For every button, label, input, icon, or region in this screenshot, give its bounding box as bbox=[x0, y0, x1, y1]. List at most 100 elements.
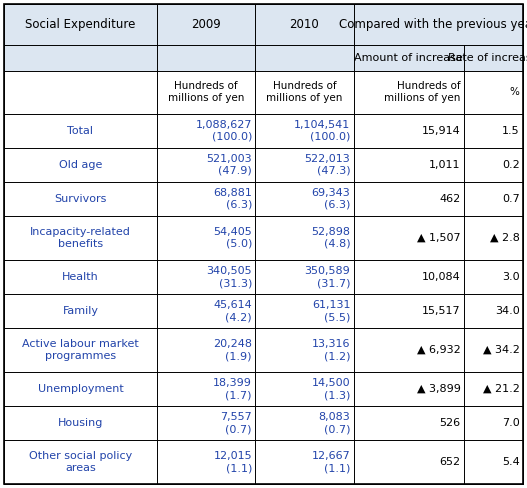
Text: 7.0: 7.0 bbox=[502, 418, 520, 428]
Bar bbox=[464, 45, 523, 71]
Text: 0.2: 0.2 bbox=[502, 160, 520, 170]
Text: Unemployment: Unemployment bbox=[37, 384, 123, 394]
Bar bbox=[255, 328, 354, 372]
Text: 54,405
(5.0): 54,405 (5.0) bbox=[213, 226, 252, 249]
Bar bbox=[354, 328, 464, 372]
Text: 8,083
(0.7): 8,083 (0.7) bbox=[319, 412, 350, 434]
Text: 2010: 2010 bbox=[289, 18, 319, 31]
Bar bbox=[464, 4, 523, 45]
Text: Incapacity-related
benefits: Incapacity-related benefits bbox=[30, 226, 131, 249]
Bar bbox=[255, 45, 354, 71]
Bar bbox=[354, 440, 464, 484]
Bar bbox=[255, 372, 354, 406]
Text: 15,914: 15,914 bbox=[422, 126, 461, 136]
Bar bbox=[354, 4, 464, 45]
Bar bbox=[354, 294, 464, 328]
Bar bbox=[354, 148, 464, 182]
Bar bbox=[354, 372, 464, 406]
Bar bbox=[4, 372, 157, 406]
Text: 45,614
(4.2): 45,614 (4.2) bbox=[213, 300, 252, 322]
Text: 462: 462 bbox=[440, 194, 461, 203]
Bar bbox=[464, 372, 523, 406]
Bar bbox=[255, 216, 354, 260]
Bar bbox=[157, 294, 255, 328]
Bar bbox=[354, 182, 464, 216]
Text: ▲ 1,507: ▲ 1,507 bbox=[417, 233, 461, 243]
Bar bbox=[157, 372, 255, 406]
Bar bbox=[464, 71, 523, 114]
Bar bbox=[4, 440, 157, 484]
Bar bbox=[157, 148, 255, 182]
Text: 1,104,541
(100.0): 1,104,541 (100.0) bbox=[294, 120, 350, 142]
Text: 15,517: 15,517 bbox=[422, 306, 461, 316]
Bar bbox=[464, 114, 523, 148]
Text: 652: 652 bbox=[440, 457, 461, 467]
Text: 521,003
(47.9): 521,003 (47.9) bbox=[207, 154, 252, 176]
Bar bbox=[4, 328, 157, 372]
Text: %: % bbox=[510, 87, 520, 97]
Bar bbox=[255, 114, 354, 148]
Text: 34.0: 34.0 bbox=[495, 306, 520, 316]
Bar bbox=[157, 328, 255, 372]
Text: ▲ 21.2: ▲ 21.2 bbox=[483, 384, 520, 394]
Text: Active labour market
programmes: Active labour market programmes bbox=[22, 339, 139, 361]
Text: 20,248
(1.9): 20,248 (1.9) bbox=[213, 339, 252, 361]
Bar bbox=[255, 4, 354, 45]
Text: 12,015
(1.1): 12,015 (1.1) bbox=[213, 451, 252, 473]
Text: Hundreds of
millions of yen: Hundreds of millions of yen bbox=[168, 81, 244, 103]
Text: Family: Family bbox=[63, 306, 99, 316]
Text: 0.7: 0.7 bbox=[502, 194, 520, 203]
Bar bbox=[157, 216, 255, 260]
Text: 52,898
(4.8): 52,898 (4.8) bbox=[311, 226, 350, 249]
Bar bbox=[4, 182, 157, 216]
Text: Compared with the previous year: Compared with the previous year bbox=[339, 18, 527, 31]
Text: Old age: Old age bbox=[59, 160, 102, 170]
Bar bbox=[157, 440, 255, 484]
Text: 350,589
(31.7): 350,589 (31.7) bbox=[305, 265, 350, 288]
Text: Rate of increase: Rate of increase bbox=[448, 53, 527, 63]
Bar bbox=[4, 294, 157, 328]
Bar bbox=[4, 216, 157, 260]
Bar bbox=[255, 148, 354, 182]
Bar bbox=[354, 216, 464, 260]
Bar bbox=[464, 260, 523, 294]
Text: 12,667
(1.1): 12,667 (1.1) bbox=[311, 451, 350, 473]
Text: ▲ 2.8: ▲ 2.8 bbox=[490, 233, 520, 243]
Bar bbox=[464, 216, 523, 260]
Text: ▲ 6,932: ▲ 6,932 bbox=[417, 345, 461, 355]
Bar bbox=[157, 260, 255, 294]
Text: Social Expenditure: Social Expenditure bbox=[25, 18, 135, 31]
Bar bbox=[464, 148, 523, 182]
Bar bbox=[255, 440, 354, 484]
Bar bbox=[4, 45, 157, 71]
Bar bbox=[157, 114, 255, 148]
Text: 68,881
(6.3): 68,881 (6.3) bbox=[213, 187, 252, 210]
Text: 13,316
(1.2): 13,316 (1.2) bbox=[312, 339, 350, 361]
Bar bbox=[354, 406, 464, 440]
Text: Total: Total bbox=[67, 126, 93, 136]
Text: 526: 526 bbox=[440, 418, 461, 428]
Text: 14,500
(1.3): 14,500 (1.3) bbox=[312, 378, 350, 400]
Text: Housing: Housing bbox=[58, 418, 103, 428]
Text: 3.0: 3.0 bbox=[502, 272, 520, 282]
Text: 340,505
(31.3): 340,505 (31.3) bbox=[207, 265, 252, 288]
Text: 1,011: 1,011 bbox=[429, 160, 461, 170]
Bar bbox=[464, 440, 523, 484]
Bar bbox=[157, 182, 255, 216]
Bar bbox=[354, 114, 464, 148]
Bar bbox=[4, 71, 157, 114]
Text: 61,131
(5.5): 61,131 (5.5) bbox=[312, 300, 350, 322]
Bar bbox=[4, 4, 157, 45]
Text: 69,343
(6.3): 69,343 (6.3) bbox=[311, 187, 350, 210]
Bar bbox=[354, 45, 464, 71]
Text: 1.5: 1.5 bbox=[502, 126, 520, 136]
Text: Health: Health bbox=[62, 272, 99, 282]
Text: Hundreds of
millions of yen: Hundreds of millions of yen bbox=[384, 81, 461, 103]
Bar bbox=[354, 260, 464, 294]
Bar bbox=[157, 45, 255, 71]
Bar bbox=[4, 114, 157, 148]
Bar bbox=[464, 182, 523, 216]
Text: 522,013
(47.3): 522,013 (47.3) bbox=[305, 154, 350, 176]
Bar bbox=[255, 294, 354, 328]
Bar bbox=[464, 406, 523, 440]
